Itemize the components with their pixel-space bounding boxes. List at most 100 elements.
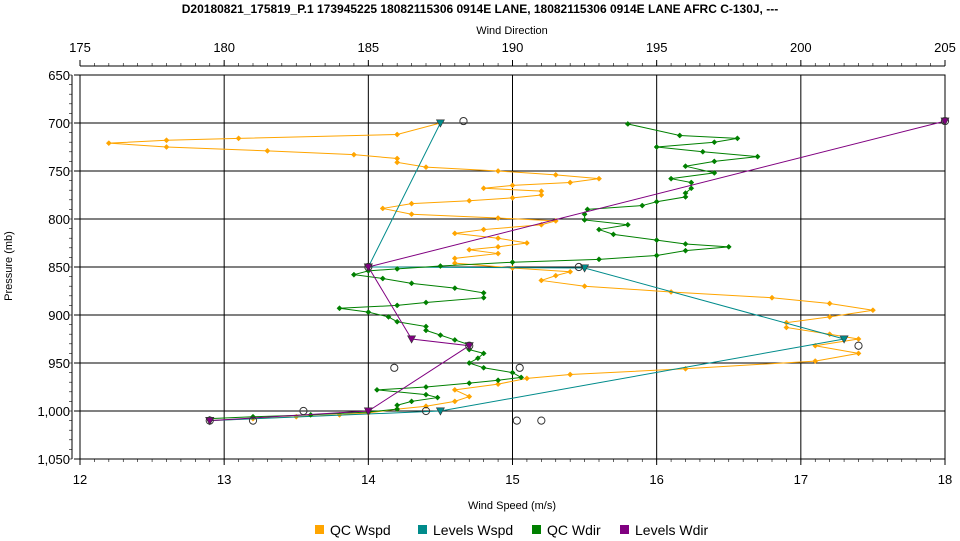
data-point — [495, 243, 502, 250]
legend-swatch — [532, 525, 541, 534]
data-point — [435, 119, 445, 128]
axes: 12 13 14 15 16 17 18 175 180 185 190 195 200 205 650 70… — [37, 40, 955, 487]
data-point — [394, 265, 401, 272]
open-circle-marker — [248, 416, 258, 425]
data-point — [434, 394, 441, 401]
data-point — [839, 335, 849, 344]
data-point — [163, 137, 170, 144]
data-point — [480, 226, 487, 233]
data-point — [235, 135, 242, 142]
data-point — [699, 148, 706, 155]
data-point — [480, 289, 487, 296]
data-point — [407, 335, 417, 344]
open-circle-marker — [421, 406, 431, 416]
open-circle-marker — [364, 262, 373, 272]
data-point — [480, 364, 487, 371]
data-point — [495, 168, 502, 174]
legend-label: Levels Wspd — [433, 522, 513, 538]
x-tick-label: 13 — [217, 472, 231, 487]
data-point — [523, 240, 530, 246]
data-point — [394, 318, 401, 325]
y-tick-label: 1,050 — [37, 452, 70, 467]
x-tick-label: 16 — [649, 472, 663, 487]
data-point — [682, 193, 689, 200]
top-tick-label: 175 — [69, 40, 91, 55]
data-point — [596, 175, 602, 182]
open-circle-marker — [459, 116, 468, 126]
open-circle-marker — [574, 262, 583, 272]
data-point — [264, 147, 271, 154]
data-point — [711, 139, 718, 146]
data-point — [350, 271, 357, 278]
legend-swatch — [315, 525, 324, 534]
series-layer — [105, 116, 950, 426]
data-point — [855, 350, 862, 357]
data-point — [538, 277, 545, 284]
legend-swatch — [418, 525, 427, 534]
y-tick-label: 950 — [48, 356, 70, 371]
open-circle-marker — [854, 341, 863, 350]
data-point — [581, 211, 588, 218]
open-circle-markers — [205, 116, 950, 425]
data-point — [509, 369, 516, 376]
data-point — [581, 217, 588, 223]
data-point — [394, 131, 401, 138]
data-point — [437, 332, 444, 339]
series-line — [108, 122, 873, 422]
data-point — [653, 237, 660, 244]
open-circle-marker — [390, 363, 399, 372]
data-point — [466, 393, 473, 400]
data-point — [451, 398, 458, 405]
legend: QC Wspd Levels Wspd QC Wdir Levels Wdir — [315, 522, 708, 538]
y-tick-label: 750 — [48, 164, 70, 179]
data-point — [653, 198, 660, 205]
data-point — [408, 211, 415, 218]
data-point — [451, 230, 458, 237]
data-point — [567, 371, 574, 378]
data-point — [385, 313, 392, 320]
data-point — [668, 175, 675, 182]
data-point — [676, 132, 683, 139]
data-point — [408, 200, 415, 207]
data-point — [394, 159, 401, 166]
top-tick-label: 205 — [934, 40, 956, 55]
data-point — [408, 398, 415, 405]
x-tick-label: 12 — [73, 472, 87, 487]
data-point — [363, 407, 373, 416]
x-axis-title: Wind Speed (m/s) — [468, 500, 556, 512]
series-line — [209, 123, 758, 420]
data-point — [734, 135, 741, 142]
chart-title: D20180821_175819_P.1 173945225 180821153… — [182, 2, 778, 16]
data-point — [552, 171, 559, 178]
top-tick-label: 180 — [213, 40, 235, 55]
data-point — [624, 121, 631, 127]
data-point — [435, 407, 445, 416]
data-point — [783, 324, 790, 331]
open-circle-marker — [205, 416, 214, 425]
data-point — [518, 374, 525, 381]
data-point — [466, 380, 473, 387]
series-qc-wdir — [206, 121, 761, 422]
series-line — [209, 122, 845, 422]
legend-label: Levels Wdir — [635, 522, 708, 538]
data-point — [509, 182, 516, 189]
data-point — [480, 294, 487, 301]
x-tick-label: 15 — [505, 472, 519, 487]
data-point — [480, 350, 487, 357]
data-point — [423, 327, 429, 334]
data-point — [688, 185, 695, 192]
series-levels-wdir — [205, 117, 950, 426]
data-point — [105, 140, 112, 147]
data-point — [495, 215, 502, 221]
data-point — [350, 151, 357, 158]
data-point — [855, 336, 862, 342]
open-circle-marker — [537, 416, 546, 425]
data-point — [451, 337, 458, 343]
data-point — [567, 179, 574, 186]
y-tick-label: 650 — [48, 68, 70, 83]
data-point — [451, 255, 458, 262]
data-point — [423, 384, 429, 390]
top-axis-title: Wind Direction — [476, 25, 548, 37]
data-point — [495, 250, 502, 257]
